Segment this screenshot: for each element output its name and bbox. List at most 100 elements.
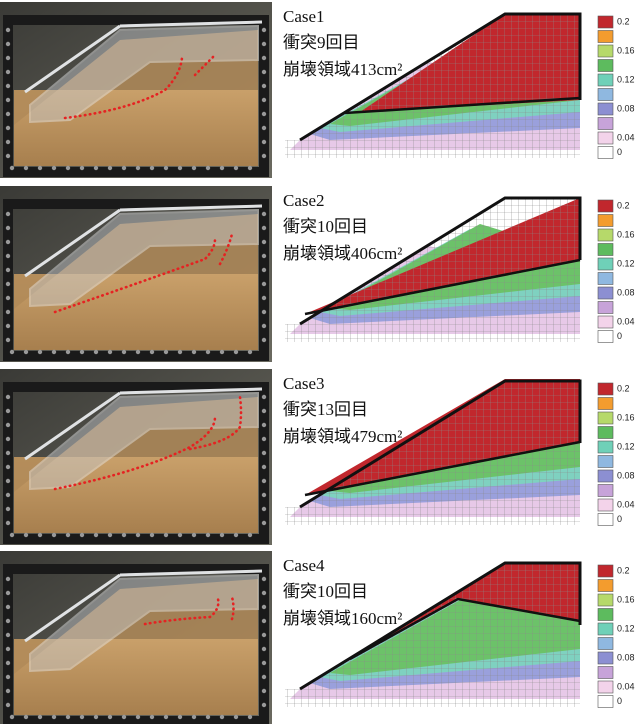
colorbar-swatch	[597, 59, 614, 72]
bolt	[261, 394, 267, 400]
colorbar-label: 0	[617, 696, 622, 706]
area-label: 崩壊領域160cm²	[283, 609, 402, 628]
bolt	[191, 714, 197, 720]
bolt	[107, 532, 113, 538]
colorbar-swatch	[597, 426, 614, 439]
colorbar-swatch	[597, 593, 614, 607]
glass-box	[29, 24, 259, 124]
colorbar-label: 0.08	[617, 652, 635, 662]
failure-line	[304, 440, 581, 497]
colorbar-label: 0.04	[617, 132, 635, 142]
bolt	[5, 125, 11, 131]
colorbar-label: 0	[617, 331, 622, 341]
bolt	[191, 165, 197, 171]
bolt	[261, 337, 267, 343]
grid-overlay	[285, 14, 580, 158]
bolt	[51, 165, 57, 171]
bolt	[5, 253, 11, 259]
bolt	[233, 165, 239, 171]
colorbar-label: 0	[617, 147, 622, 157]
failure-line	[304, 258, 581, 316]
bolt	[261, 153, 267, 159]
bolt	[261, 590, 267, 596]
bolt	[233, 714, 239, 720]
bolt	[9, 714, 15, 720]
bolt	[5, 436, 11, 442]
colorbar-label: 0	[617, 514, 622, 524]
bolt	[261, 478, 267, 484]
bolt	[219, 349, 225, 355]
tank-frame	[3, 382, 269, 544]
colorbar-swatch	[597, 651, 614, 665]
bolt	[261, 492, 267, 498]
bolt	[261, 618, 267, 624]
glass-box	[29, 208, 259, 308]
colorbar-swatch	[597, 469, 614, 483]
bolt	[261, 139, 267, 145]
bolt	[219, 532, 225, 538]
bolt	[65, 165, 71, 171]
bolt	[261, 295, 267, 301]
strain-map	[285, 12, 582, 158]
case-label: Case1	[283, 7, 325, 26]
impact-label: 衝突9回目	[283, 33, 360, 52]
failure-trace	[53, 237, 217, 314]
bolt	[5, 97, 11, 103]
bolt	[261, 422, 267, 428]
colorbar-swatch	[597, 228, 614, 242]
slope-outline	[299, 12, 582, 142]
bolt	[5, 688, 11, 694]
bolt	[5, 674, 11, 680]
colorbar-swatch	[597, 257, 614, 271]
colorbar-label: 0.08	[617, 470, 635, 480]
bolt	[163, 165, 169, 171]
colorbar-swatch	[597, 695, 614, 708]
colorbar-label: 0.12	[617, 441, 635, 451]
bolt	[5, 239, 11, 245]
bolt	[23, 714, 29, 720]
colorbar-label: 0.12	[617, 74, 635, 84]
colorbar-label: 0.16	[617, 45, 635, 55]
bolt	[5, 408, 11, 414]
colorbar-swatch	[597, 622, 614, 636]
bolt	[177, 714, 183, 720]
bolt	[233, 349, 239, 355]
bolt	[135, 532, 141, 538]
bolt	[79, 714, 85, 720]
bolt	[261, 646, 267, 652]
bolt	[79, 349, 85, 355]
strain-map	[285, 196, 582, 342]
colorbar-swatch	[597, 73, 614, 87]
bolt	[191, 532, 197, 538]
tank-frame	[3, 15, 269, 177]
failure-trace	[193, 53, 217, 77]
bolt	[261, 660, 267, 666]
bolt	[149, 165, 155, 171]
bolt	[5, 309, 11, 315]
bolt	[261, 436, 267, 442]
bolt	[5, 506, 11, 512]
sand-slope	[14, 30, 258, 125]
rail	[119, 387, 263, 395]
colorbar-label: 0.2	[617, 16, 630, 26]
bolt	[135, 165, 141, 171]
bolt	[177, 349, 183, 355]
bolt	[5, 520, 11, 526]
colorbar-label: 0.2	[617, 383, 630, 393]
rail	[119, 20, 263, 28]
bolt	[149, 714, 155, 720]
bolt	[93, 714, 99, 720]
bolt	[5, 604, 11, 610]
bolt	[261, 83, 267, 89]
sand	[14, 90, 258, 166]
bolt	[65, 532, 71, 538]
bolt	[205, 714, 211, 720]
failure-trace	[218, 232, 234, 266]
bolt	[219, 165, 225, 171]
colorbar-label: 0.12	[617, 623, 635, 633]
rail	[24, 24, 121, 94]
bolt	[261, 688, 267, 694]
colorbar-swatch	[597, 498, 614, 512]
